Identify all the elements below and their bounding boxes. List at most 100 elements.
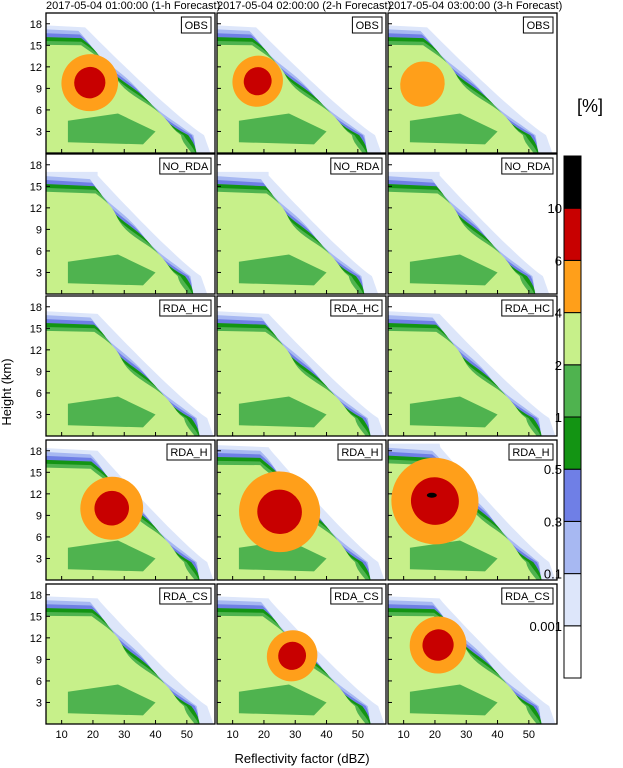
panel-frame: [216, 439, 387, 581]
experiment-label-box: [166, 443, 212, 461]
panel-frame: [387, 153, 558, 295]
experiment-label-box: [501, 299, 554, 317]
y-tick-label: 18: [30, 590, 42, 602]
core-contour-max: [426, 492, 437, 498]
y-tick-label: 18: [30, 19, 42, 31]
colorbar-label: 10: [548, 201, 562, 216]
experiment-label: RDA_HC: [505, 303, 550, 315]
colorbar-swatch-7: [563, 259, 582, 314]
panel-rda-h-2: RDA_H: [216, 439, 387, 581]
colorbar-swatch-6: [563, 312, 582, 366]
y-tick-label: 3: [36, 126, 42, 138]
low-level-band: [238, 113, 327, 145]
y-tick-label: 12: [30, 62, 42, 74]
experiment-label-box: [501, 157, 554, 175]
y-tick-label: 3: [36, 553, 42, 565]
low-level-band: [238, 684, 327, 716]
x-tick-label: 50: [181, 729, 193, 741]
experiment-label-box: [330, 587, 383, 605]
colorbar-label: 0.001: [529, 619, 562, 634]
colorbar-swatch-0: [563, 625, 582, 679]
core-contour-10: [74, 66, 106, 99]
colorbar-label: 0.5: [544, 462, 562, 477]
y-tick-label: 12: [30, 203, 42, 215]
panel-rda-h-3: RDA_H: [387, 439, 558, 581]
core-contour-10: [278, 641, 307, 670]
x-tick-label: 10: [398, 729, 410, 741]
panel-frame: [216, 12, 387, 154]
low-level-band: [409, 540, 498, 572]
y-tick-label: 15: [30, 611, 42, 623]
low-level-band: [67, 540, 156, 572]
colorbar-swatch-1: [563, 573, 582, 627]
experiment-label: RDA_HC: [334, 303, 379, 315]
panel-rda-h-1: RDA_H 3 6 9 12 15 18: [30, 439, 216, 581]
panel-no-rda-2: NO_RDA: [216, 153, 387, 295]
x-tick-label: 30: [289, 729, 301, 741]
colorbar-swatch-2: [563, 520, 582, 575]
colorbar-swatch-5: [563, 364, 582, 418]
x-tick-label: 50: [352, 729, 364, 741]
x-tick-label: 10: [227, 729, 239, 741]
y-tick-label: 9: [36, 510, 42, 522]
y-tick-label: 6: [36, 676, 42, 688]
colorbar-label: 1: [555, 410, 562, 425]
x-tick-label: 50: [523, 729, 535, 741]
panel-frame: [387, 295, 558, 437]
experiment-label: RDA_HC: [163, 303, 208, 315]
experiment-label-box: [351, 16, 383, 34]
colorbar-label: 4: [555, 306, 562, 321]
panel-frame: [387, 439, 558, 581]
panel-frame: [216, 153, 387, 295]
colorbar: [%] 0.001 0.1 0.3 0.5 1 2 4 6 10: [529, 96, 603, 679]
y-tick-label: 18: [30, 160, 42, 172]
colorbar-swatch-8: [563, 207, 582, 261]
low-level-band: [238, 540, 327, 572]
low-level-band: [67, 684, 156, 716]
panel-frame: [45, 583, 216, 725]
experiment-label-box: [522, 16, 554, 34]
column-title-3: 2017-05-04 03:00:00 (3-h Forecast): [388, 0, 562, 12]
low-level-band: [409, 113, 498, 145]
low-level-band: [409, 684, 498, 716]
panel-no-rda-1: NO_RDA 3 6 9 12 15 18: [30, 153, 216, 295]
colorbar-swatch-4: [563, 416, 582, 470]
colorbar-unit: [%]: [577, 96, 603, 116]
experiment-label: RDA_H: [170, 447, 207, 459]
y-tick-label: 12: [30, 345, 42, 357]
low-level-band: [409, 396, 498, 428]
experiment-label: NO_RDA: [162, 161, 209, 173]
colorbar-label: 6: [555, 253, 562, 268]
x-tick-label: 30: [118, 729, 130, 741]
experiment-label: RDA_CS: [505, 591, 550, 603]
colorbar-swatch-9: [563, 155, 582, 209]
y-tick-label: 15: [30, 467, 42, 479]
experiment-label-box: [330, 157, 383, 175]
low-level-band: [238, 396, 327, 428]
colorbar-label: 0.3: [544, 514, 562, 529]
experiment-label-box: [501, 587, 554, 605]
y-tick-label: 15: [30, 40, 42, 52]
panel-rda-hc-3: RDA_HC: [387, 295, 558, 437]
panel-frame: [45, 439, 216, 581]
experiment-label-box: [330, 299, 383, 317]
core-contour-10: [257, 489, 302, 534]
experiment-label-box: [159, 299, 212, 317]
y-tick-label: 12: [30, 489, 42, 501]
panel-obs-1: OBS 3 6 9 12 15 18: [30, 12, 216, 154]
x-tick-label: 40: [320, 729, 332, 741]
experiment-label: RDA_H: [512, 447, 549, 459]
experiment-label: OBS: [527, 20, 550, 32]
y-tick-label: 18: [30, 302, 42, 314]
y-tick-label: 18: [30, 446, 42, 458]
colorbar-label: 0.1: [544, 567, 562, 582]
panel-frame: [45, 295, 216, 437]
experiment-label: RDA_CS: [163, 591, 208, 603]
x-tick-label: 20: [87, 729, 99, 741]
y-tick-label: 9: [36, 654, 42, 666]
experiment-label: RDA_H: [341, 447, 378, 459]
x-tick-label: 20: [429, 729, 441, 741]
core-contour-10: [94, 490, 129, 526]
